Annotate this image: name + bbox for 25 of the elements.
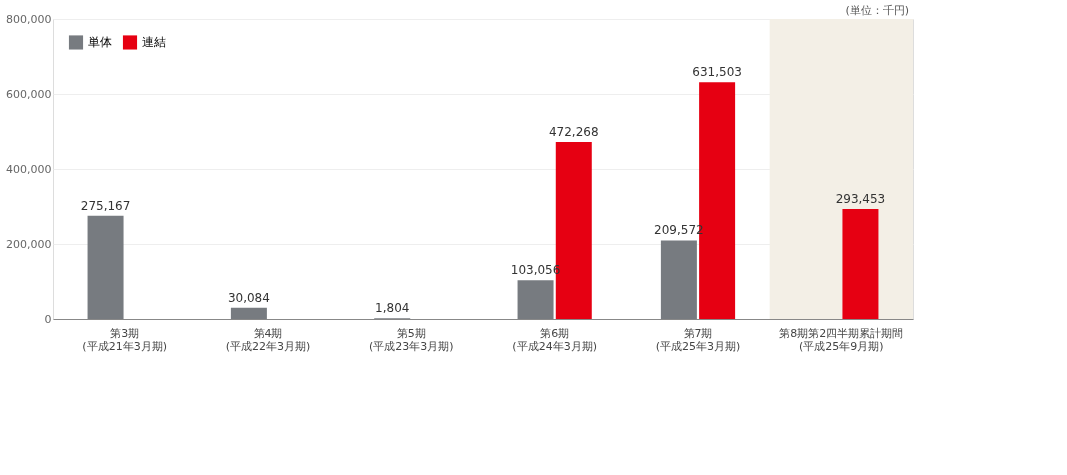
x-tick-label: 第3期 (平成21年3月期): [82, 326, 167, 353]
y-tick-label: 800,000: [6, 12, 52, 26]
x-tick-label: 第5期 (平成23年3月期): [369, 326, 454, 353]
bar: [842, 208, 879, 319]
data-label: 1,804: [375, 301, 410, 316]
x-tick-label: 第6期 (平成24年3月期): [512, 326, 597, 353]
y-tick-label: 600,000: [6, 87, 52, 101]
legend-label: 単体: [88, 35, 112, 50]
data-label: 293,453: [835, 191, 886, 206]
data-label: 30,084: [227, 290, 270, 305]
bar: [660, 240, 697, 319]
data-label: 472,268: [548, 124, 599, 139]
x-tick-label: 第8期第2四半期累計期間 (平成25年9月期): [779, 326, 904, 353]
y-tick-label: 0: [44, 312, 52, 326]
x-tick-label: 第4期 (平成22年3月期): [225, 326, 311, 353]
bar: [87, 215, 124, 319]
x-tick-label: 第7期 (平成25年3月期): [655, 326, 741, 353]
y-tick-label: 200,000: [6, 237, 52, 251]
y-tick-label: 400,000: [6, 162, 52, 176]
data-label: 631,503: [692, 65, 742, 80]
text: (単位：千円): [845, 4, 909, 17]
data-label: 275,167: [80, 198, 131, 213]
bar: [517, 280, 554, 319]
legend-label: 連結: [142, 35, 166, 50]
bar: [230, 307, 267, 319]
